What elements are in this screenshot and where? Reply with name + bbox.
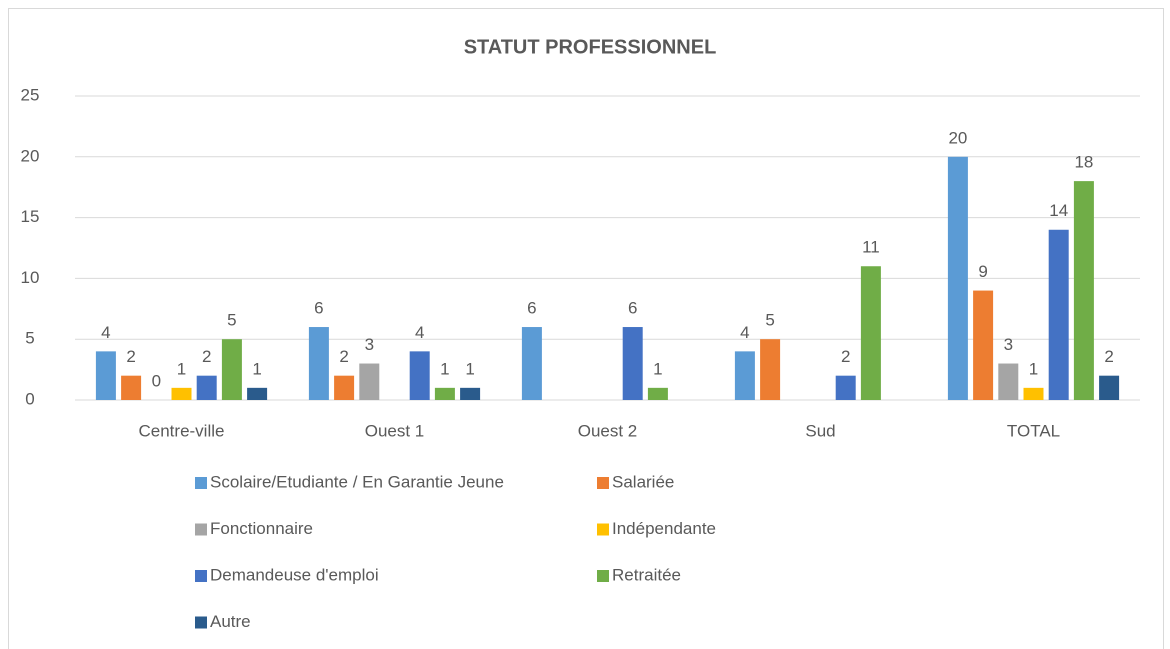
data-label: 1 — [440, 359, 449, 378]
legend-label: Scolaire/Etudiante / En Garantie Jeune — [210, 472, 504, 491]
legend-label: Fonctionnaire — [210, 519, 313, 538]
data-label: 9 — [978, 262, 987, 281]
data-label: 11 — [862, 238, 880, 257]
y-tick-label: 15 — [21, 207, 40, 226]
data-label: 4 — [101, 323, 110, 342]
legend-label: Indépendante — [612, 519, 716, 538]
x-tick-label: Centre-ville — [139, 421, 225, 440]
bar — [247, 387, 268, 400]
data-label: 2 — [1104, 347, 1113, 366]
bar — [171, 387, 192, 400]
legend-swatch — [195, 570, 207, 582]
bar — [95, 351, 116, 400]
bar — [835, 375, 856, 400]
data-label: 2 — [339, 347, 348, 366]
legend-swatch — [195, 616, 207, 629]
legend-label: Retraitée — [612, 565, 681, 584]
bar — [359, 363, 380, 400]
data-label: 4 — [740, 323, 749, 342]
data-label: 14 — [1049, 201, 1068, 220]
y-tick-label: 0 — [25, 389, 34, 408]
legend-swatch — [195, 523, 207, 536]
bar — [1023, 387, 1044, 400]
y-tick-label: 10 — [21, 268, 40, 287]
legend-label: Salariée — [612, 472, 674, 491]
data-label: 18 — [1074, 153, 1093, 172]
data-label: 4 — [415, 323, 424, 342]
data-label: 0 — [152, 371, 161, 390]
bar — [221, 339, 242, 400]
legend-swatch — [195, 477, 207, 489]
bar — [998, 363, 1019, 400]
bar — [1099, 375, 1120, 400]
bar — [973, 290, 994, 400]
bar — [860, 266, 881, 400]
legend-swatch — [597, 477, 609, 489]
bar — [760, 339, 781, 400]
data-label: 3 — [1004, 335, 1013, 354]
bar — [622, 327, 643, 400]
bar — [196, 375, 217, 400]
bar — [1073, 181, 1094, 400]
chart-frame — [8, 8, 1164, 649]
bar — [947, 156, 968, 400]
data-label: 3 — [365, 335, 374, 354]
x-tick-label: TOTAL — [1007, 421, 1060, 440]
data-label: 1 — [465, 359, 474, 378]
chart-title: STATUT PROFESSIONNEL — [464, 36, 717, 58]
legend-label: Demandeuse d'emploi — [210, 565, 379, 584]
y-tick-label: 20 — [21, 146, 40, 165]
data-label: 2 — [202, 347, 211, 366]
bar — [521, 327, 542, 400]
legend-swatch — [597, 570, 609, 582]
legend-label: Autre — [210, 612, 251, 631]
data-label: 6 — [628, 299, 637, 318]
data-label: 6 — [527, 299, 536, 318]
y-tick-label: 5 — [25, 329, 34, 348]
data-label: 1 — [252, 359, 261, 378]
bar — [734, 351, 755, 400]
bar — [1048, 229, 1069, 400]
bar — [647, 387, 668, 400]
x-tick-label: Ouest 2 — [578, 421, 638, 440]
bar — [434, 387, 455, 400]
data-label: 1 — [177, 359, 186, 378]
bar — [308, 327, 329, 400]
x-tick-label: Sud — [805, 421, 835, 440]
data-label: 6 — [314, 299, 323, 318]
bar — [460, 387, 481, 400]
data-label: 2 — [126, 347, 135, 366]
y-tick-label: 25 — [21, 85, 40, 104]
data-label: 2 — [841, 347, 850, 366]
bar — [409, 351, 430, 400]
bar — [121, 375, 142, 400]
bar — [334, 375, 355, 400]
data-label: 5 — [227, 311, 236, 330]
x-tick-label: Ouest 1 — [365, 421, 425, 440]
data-label: 5 — [765, 311, 774, 330]
data-label: 1 — [653, 359, 662, 378]
data-label: 1 — [1029, 359, 1038, 378]
legend-swatch — [597, 523, 609, 536]
data-label: 20 — [948, 128, 967, 147]
